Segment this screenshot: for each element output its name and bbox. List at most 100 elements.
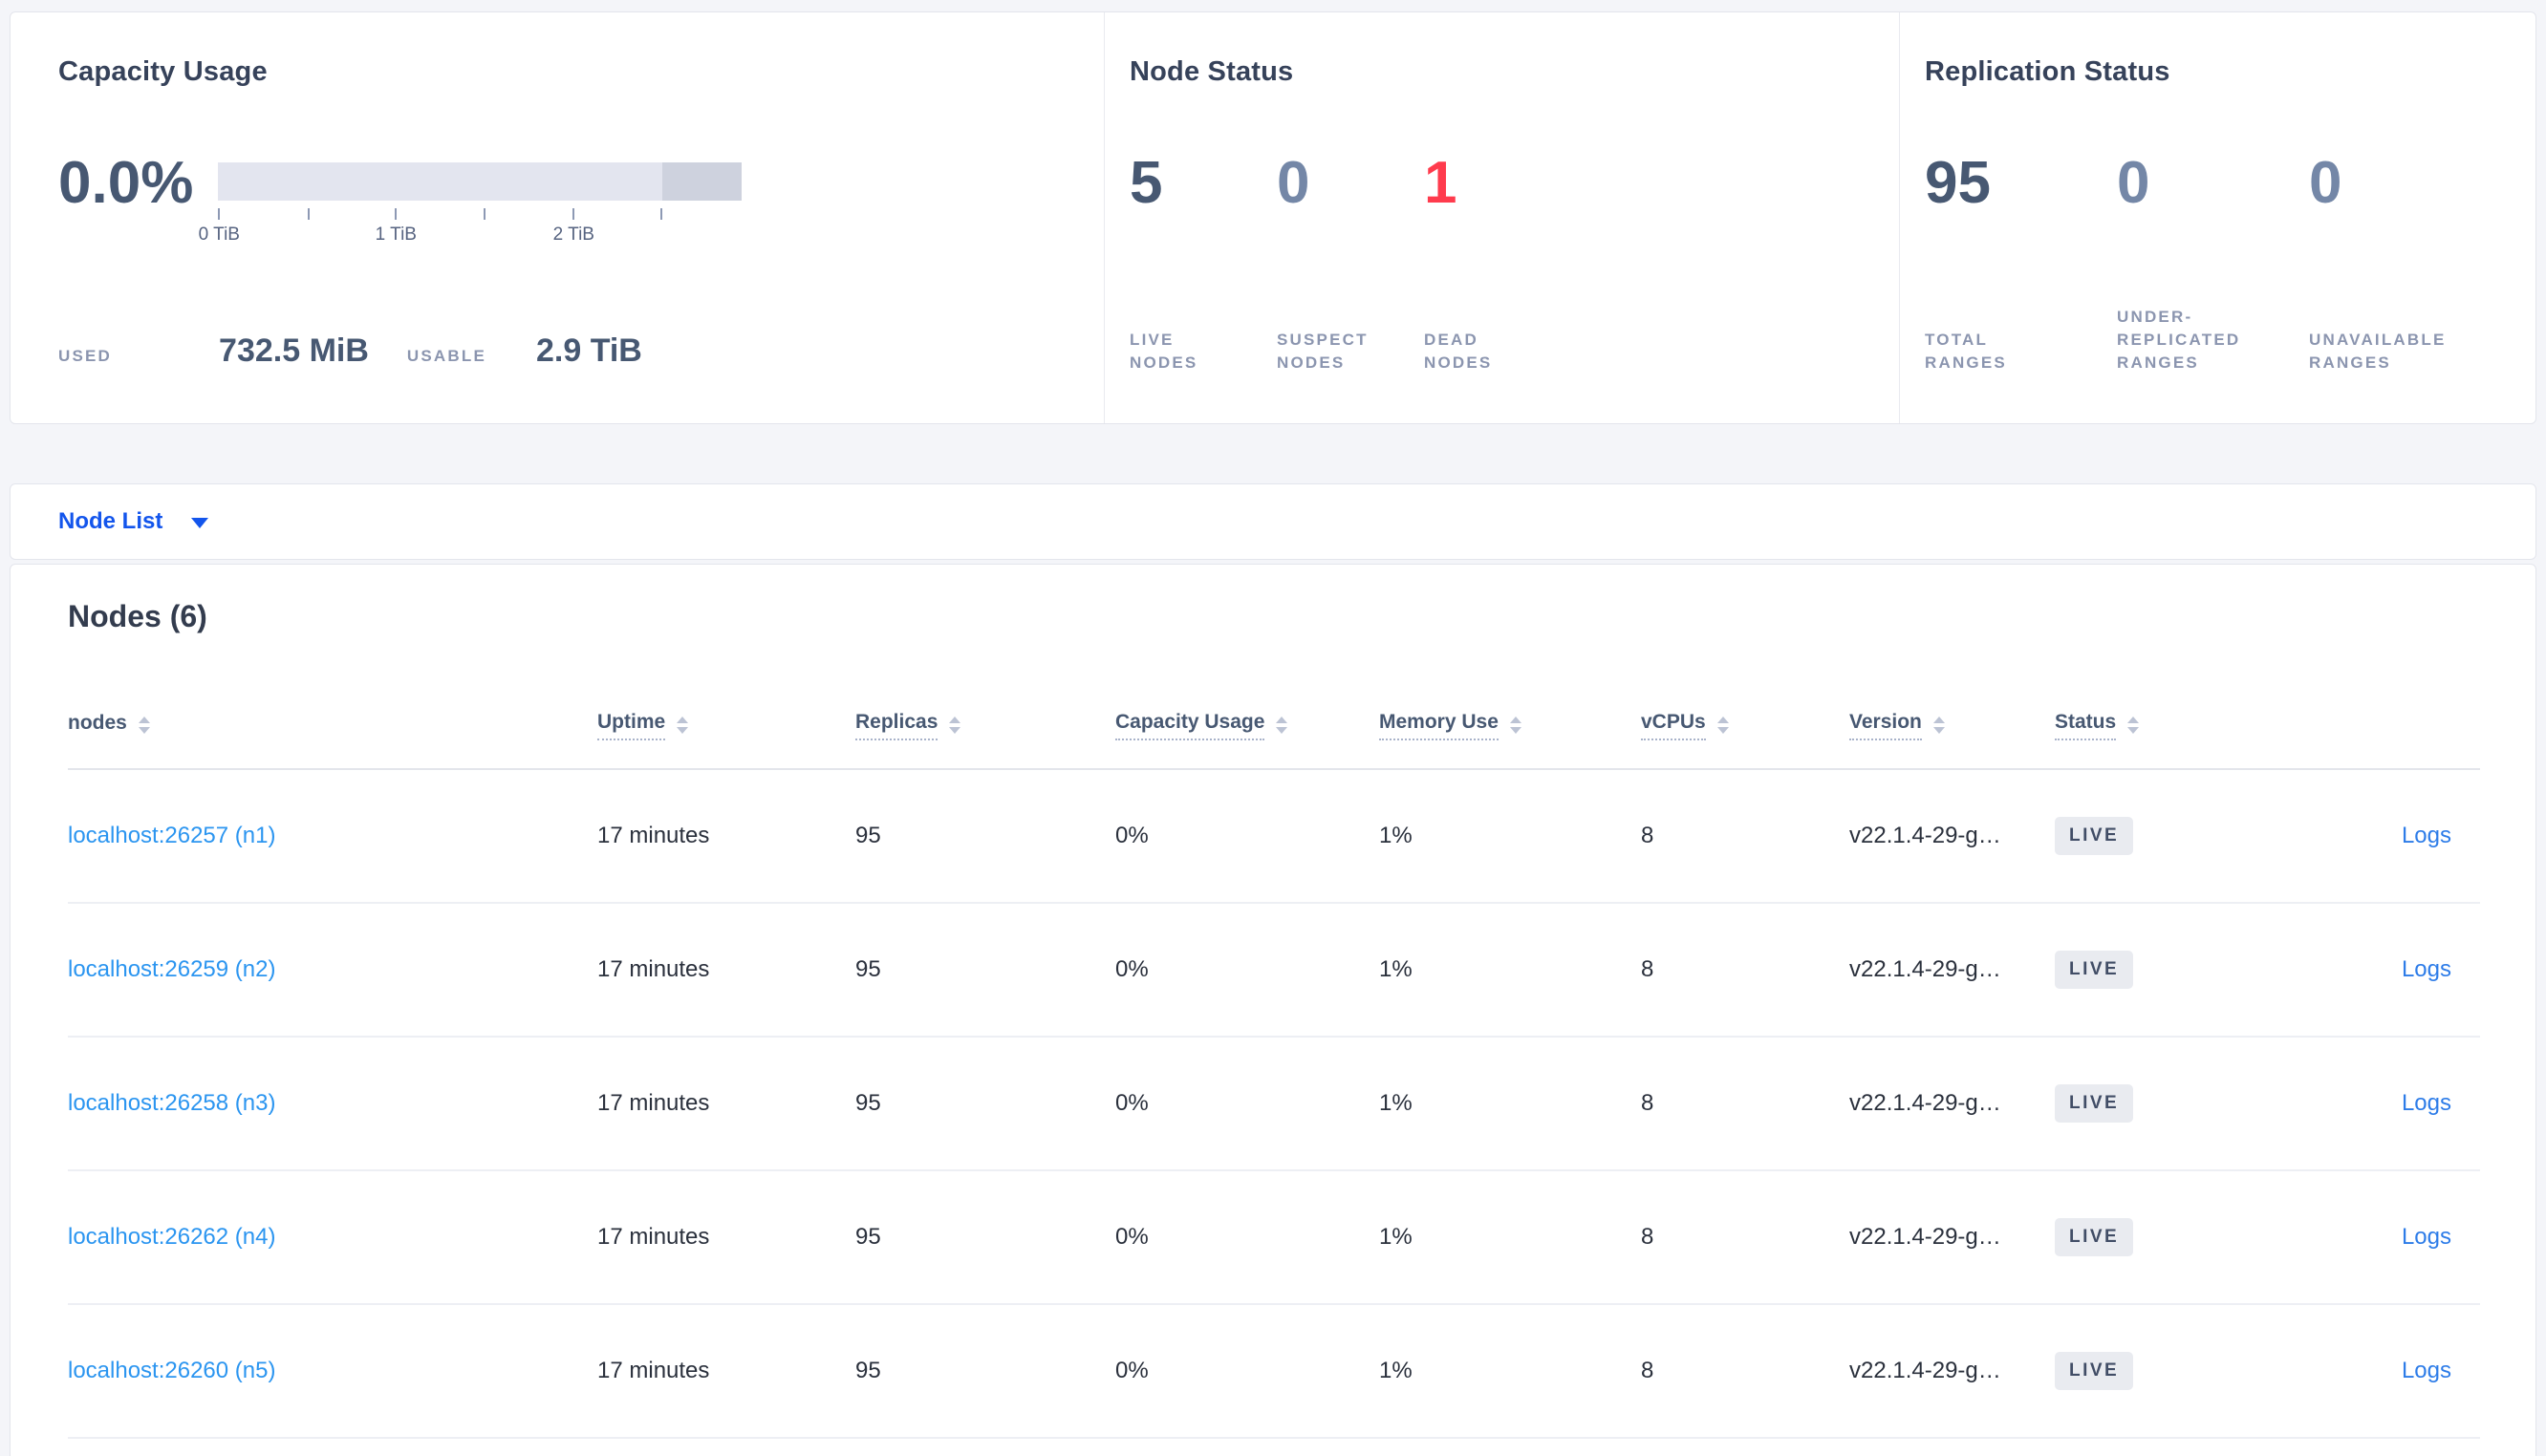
column-header-capacity-usage[interactable]: Capacity Usage: [1115, 711, 1379, 740]
view-selector-label: Node List: [58, 508, 163, 534]
total-ranges-metric: 95 TOTAL RANGES: [1925, 149, 2117, 375]
capacity-cell: 0%: [1115, 823, 1149, 848]
capacity-bar-other-segment: [662, 162, 743, 201]
live-nodes-count: 5: [1130, 150, 1163, 216]
capacity-usage-panel: Capacity Usage 0.0%: [11, 12, 1105, 423]
vcpus-cell: 8: [1641, 956, 1654, 982]
logs-link[interactable]: Logs: [2401, 1090, 2451, 1116]
under-replicated-ranges-label: UNDER- REPLICATED RANGES: [2117, 307, 2241, 372]
memory-cell: 1%: [1379, 1224, 1413, 1250]
status-badge: LIVE: [2055, 1352, 2134, 1390]
column-header-label: nodes: [68, 711, 127, 734]
status-badge: LIVE: [2055, 1218, 2134, 1256]
unavailable-ranges-metric: 0 UNAVAILABLE RANGES: [2309, 149, 2501, 375]
axis-tick-label: 1 TiB: [375, 225, 417, 245]
column-header-label: Status: [2055, 711, 2117, 740]
column-header-label: Memory Use: [1379, 711, 1499, 740]
table-row: localhost:26260 (n5) 17 minutes 95 0% 1%…: [68, 1305, 2480, 1439]
column-header-label: Uptime: [597, 711, 666, 740]
replicas-cell: 95: [855, 823, 881, 848]
suspect-nodes-count: 0: [1277, 150, 1310, 216]
memory-cell: 1%: [1379, 823, 1413, 848]
sort-icon: [2127, 717, 2140, 734]
replication-status-metrics: 95 TOTAL RANGES 0 UNDER- REPLICATED RANG…: [1925, 149, 2535, 375]
column-header-label: Version: [1849, 711, 1922, 740]
table-row: localhost:26257 (n1) 17 minutes 95 0% 1%…: [68, 770, 2480, 904]
capacity-usage-title: Capacity Usage: [58, 56, 268, 87]
node-status-metrics: 5 LIVE NODES 0 SUSPECT NODES 1 DEAD NODE…: [1130, 149, 1899, 375]
table-row: localhost:26262 (n4) 17 minutes 95 0% 1%…: [68, 1171, 2480, 1305]
logs-link[interactable]: Logs: [2401, 1358, 2451, 1383]
capacity-cell: 0%: [1115, 1358, 1149, 1383]
uptime-cell: 17 minutes: [597, 956, 710, 982]
sort-icon: [1276, 717, 1288, 734]
axis-tick: [395, 208, 398, 220]
capacity-usage-summary: USED 732.5 MiB USABLE 2.9 TiB: [58, 332, 642, 370]
column-header-label: Capacity Usage: [1115, 711, 1265, 740]
column-header-label: vCPUs: [1641, 711, 1706, 740]
axis-tick: [218, 208, 221, 220]
used-label: USED: [58, 347, 113, 365]
column-header-uptime[interactable]: Uptime: [597, 711, 855, 740]
memory-cell: 1%: [1379, 1090, 1413, 1116]
column-header-label: Replicas: [855, 711, 939, 740]
logs-link[interactable]: Logs: [2401, 823, 2451, 848]
capacity-axis-ticks: [218, 208, 742, 220]
node-status-title: Node Status: [1130, 56, 1294, 87]
view-selector-panel: Node List: [10, 483, 2536, 560]
unavailable-ranges-label: UNAVAILABLE RANGES: [2309, 330, 2447, 372]
node-link[interactable]: localhost:26260 (n5): [68, 1358, 276, 1383]
sort-icon: [677, 717, 689, 734]
unavailable-ranges-count: 0: [2309, 150, 2342, 216]
column-header-status[interactable]: Status: [2055, 711, 2260, 740]
uptime-cell: 17 minutes: [597, 1224, 710, 1250]
column-header-replicas[interactable]: Replicas: [855, 711, 1115, 740]
chevron-down-icon: [191, 518, 209, 528]
nodes-table-title: Nodes (6): [68, 599, 207, 633]
node-status-panel: Node Status 5 LIVE NODES 0 SUSPECT NODES…: [1105, 12, 1900, 423]
total-ranges-label: TOTAL RANGES: [1925, 330, 2007, 372]
version-cell: v22.1.4-29-g…: [1849, 1358, 2001, 1383]
column-header-memory-use[interactable]: Memory Use: [1379, 711, 1641, 740]
vcpus-cell: 8: [1641, 1224, 1654, 1250]
replication-status-title: Replication Status: [1925, 56, 2170, 87]
axis-tick: [660, 208, 663, 220]
usable-label: USABLE: [406, 347, 486, 365]
capacity-cell: 0%: [1115, 1224, 1149, 1250]
node-link[interactable]: localhost:26258 (n3): [68, 1090, 276, 1116]
replicas-cell: 95: [855, 1358, 881, 1383]
logs-link[interactable]: Logs: [2401, 956, 2451, 982]
suspect-nodes-label: SUSPECT NODES: [1277, 330, 1369, 372]
suspect-nodes-metric: 0 SUSPECT NODES: [1277, 149, 1424, 375]
cluster-summary-panel: Capacity Usage 0.0%: [10, 11, 2536, 424]
capacity-cell: 0%: [1115, 1090, 1149, 1116]
axis-tick: [572, 208, 575, 220]
column-header-nodes[interactable]: nodes: [68, 712, 597, 739]
replicas-cell: 95: [855, 1224, 881, 1250]
replicas-cell: 95: [855, 956, 881, 982]
node-link[interactable]: localhost:26259 (n2): [68, 956, 276, 982]
under-replicated-ranges-metric: 0 UNDER- REPLICATED RANGES: [2117, 149, 2309, 375]
sort-icon: [949, 717, 961, 734]
column-header-version[interactable]: Version: [1849, 711, 2055, 740]
sort-icon: [1716, 717, 1729, 734]
capacity-percent-value: 0.0%: [58, 150, 194, 216]
uptime-cell: 17 minutes: [597, 823, 710, 848]
capacity-bar-track: [218, 162, 743, 201]
node-link[interactable]: localhost:26257 (n1): [68, 823, 276, 848]
live-nodes-label: LIVE NODES: [1130, 330, 1198, 372]
nodes-table-header-row: nodes Uptime Replicas Capacity Usage Mem…: [68, 682, 2480, 770]
nodes-table-panel: Nodes (6) nodes Uptime Replicas Capacity…: [10, 564, 2536, 1456]
view-selector-dropdown[interactable]: Node List: [58, 508, 209, 535]
column-header-vcpus[interactable]: vCPUs: [1641, 711, 1849, 740]
sort-icon: [1932, 717, 1945, 734]
live-nodes-metric: 5 LIVE NODES: [1130, 149, 1277, 375]
uptime-cell: 17 minutes: [597, 1358, 710, 1383]
node-link[interactable]: localhost:26262 (n4): [68, 1224, 276, 1250]
dead-nodes-count: 1: [1424, 150, 1457, 216]
axis-tick-label: 2 TiB: [552, 225, 594, 245]
usable-value: 2.9 TiB: [536, 332, 642, 369]
logs-link[interactable]: Logs: [2401, 1224, 2451, 1250]
memory-cell: 1%: [1379, 956, 1413, 982]
